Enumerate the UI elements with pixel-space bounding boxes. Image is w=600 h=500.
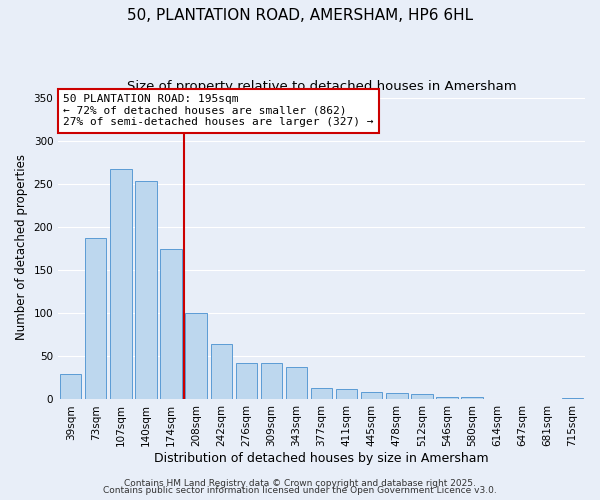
Bar xyxy=(361,392,382,400)
Bar xyxy=(85,238,106,400)
Bar xyxy=(261,364,282,400)
Bar xyxy=(436,397,458,400)
Bar xyxy=(411,394,433,400)
Bar xyxy=(487,398,508,400)
Text: 50 PLANTATION ROAD: 195sqm
← 72% of detached houses are smaller (862)
27% of sem: 50 PLANTATION ROAD: 195sqm ← 72% of deta… xyxy=(64,94,374,128)
Bar xyxy=(211,344,232,400)
Y-axis label: Number of detached properties: Number of detached properties xyxy=(15,154,28,340)
Text: 50, PLANTATION ROAD, AMERSHAM, HP6 6HL: 50, PLANTATION ROAD, AMERSHAM, HP6 6HL xyxy=(127,8,473,22)
Bar xyxy=(110,169,131,400)
Bar xyxy=(311,388,332,400)
Bar xyxy=(461,397,483,400)
Bar xyxy=(336,389,358,400)
Title: Size of property relative to detached houses in Amersham: Size of property relative to detached ho… xyxy=(127,80,517,93)
Bar xyxy=(60,374,82,400)
Bar xyxy=(185,314,207,400)
Bar xyxy=(236,364,257,400)
Bar xyxy=(562,398,583,400)
Text: Contains HM Land Registry data © Crown copyright and database right 2025.: Contains HM Land Registry data © Crown c… xyxy=(124,478,476,488)
Text: Contains public sector information licensed under the Open Government Licence v3: Contains public sector information licen… xyxy=(103,486,497,495)
Bar xyxy=(286,367,307,400)
Bar xyxy=(386,392,407,400)
Bar xyxy=(136,181,157,400)
X-axis label: Distribution of detached houses by size in Amersham: Distribution of detached houses by size … xyxy=(154,452,489,465)
Bar xyxy=(160,249,182,400)
